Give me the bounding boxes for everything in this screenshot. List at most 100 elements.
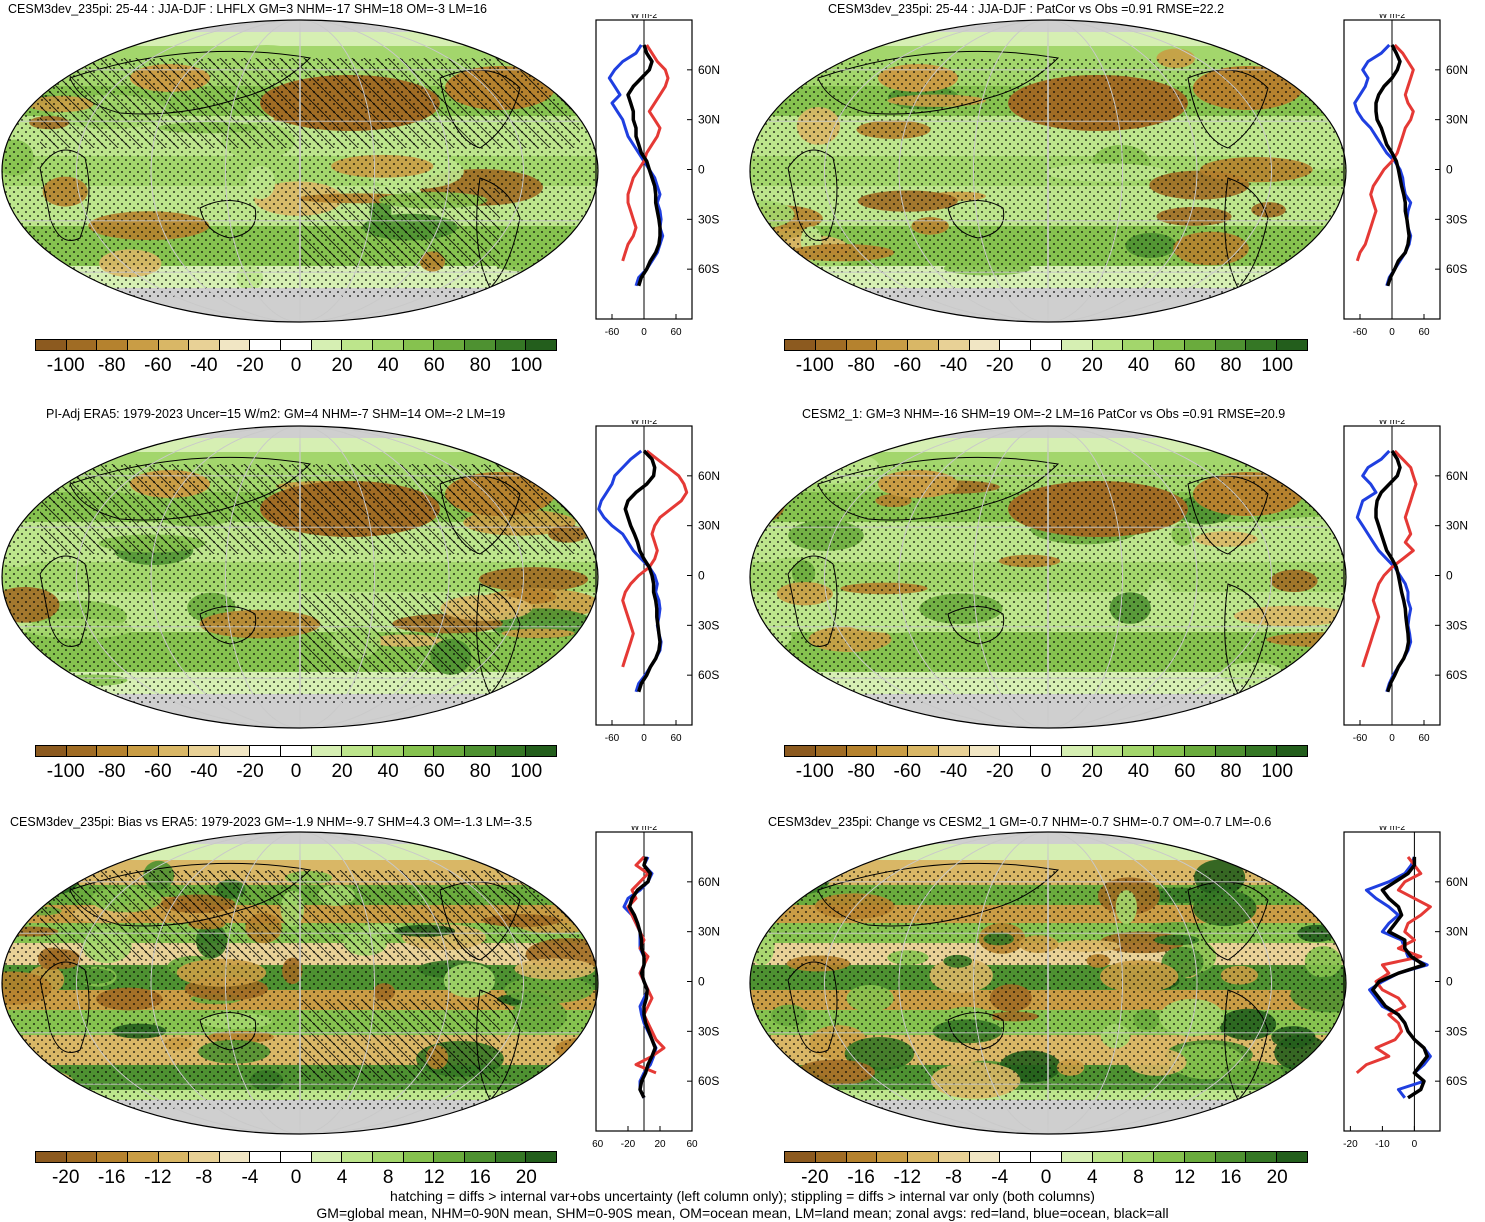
colorbar-tick-label: -4: [991, 1167, 1009, 1188]
zonal-series-ocean: [607, 44, 665, 287]
colorbar-swatch: [815, 340, 847, 350]
colorbar-swatch: [815, 1152, 847, 1162]
colorbar-swatch: [342, 1152, 374, 1162]
zonal-x-tick-label: 60: [686, 1139, 698, 1150]
colorbar-swatch: [36, 746, 67, 756]
zonal-lat-label: 30S: [1446, 618, 1467, 632]
colorbar-swatch: [281, 340, 312, 350]
zonal-series-land: [621, 449, 689, 668]
colorbar-swatch: [969, 1152, 1001, 1162]
panel4-colorbar-labels: -100 -80 -60 -40 -20 0 20 40 60 80 100: [784, 761, 1308, 785]
colorbar-swatch: [1246, 340, 1278, 350]
zonal-x-tick-label: -20: [621, 1139, 636, 1150]
zonal-lat-label: 60N: [1446, 875, 1468, 889]
colorbar-swatch: [938, 746, 970, 756]
colorbar-tick-label: 100: [1261, 355, 1294, 376]
colorbar-swatch: [219, 1152, 251, 1162]
colorbar-tick-label: -100: [46, 761, 85, 782]
colorbar-swatch: [526, 340, 556, 350]
colorbar-swatch: [158, 1152, 190, 1162]
colorbar-swatch: [127, 340, 159, 350]
colorbar-swatch: [1092, 746, 1124, 756]
colorbar-swatch: [189, 1152, 220, 1162]
zonal-unit-label: W m-2: [631, 420, 658, 426]
panel4-title: CESM2_1: GM=3 NHM=-16 SHM=19 OM=-2 LM=16…: [802, 407, 1286, 421]
colorbar-swatch: [1215, 340, 1247, 350]
panel6-map: [748, 830, 1348, 1141]
zonal-x-tick-label: 0: [641, 327, 647, 338]
colorbar-swatch: [1184, 340, 1216, 350]
colorbar-tick-label: 40: [377, 355, 399, 376]
zonal-lat-label: 0: [698, 569, 705, 583]
zonal-lat-label: 30N: [1446, 925, 1468, 939]
zonal-lat-label: 30N: [1446, 519, 1468, 533]
colorbar-tick-label: 20: [1081, 355, 1103, 376]
colorbar-swatch: [1154, 340, 1185, 350]
zonal-series-land: [626, 855, 666, 1075]
colorbar-tick-label: 60: [1174, 355, 1196, 376]
colorbar-swatch: [938, 1152, 970, 1162]
colorbar-swatch: [434, 340, 465, 350]
colorbar-tick-label: -8: [195, 1167, 213, 1188]
zonal-lat-label: 60S: [698, 668, 719, 682]
colorbar-swatch: [1277, 1152, 1308, 1162]
colorbar-tick-label: -100: [46, 355, 85, 376]
zonal-unit-label: W m-2: [1379, 420, 1406, 426]
colorbar-tick-label: 0: [290, 355, 302, 376]
colorbar-swatch: [1000, 340, 1032, 350]
colorbar-tick-label: 0: [290, 1167, 302, 1188]
colorbar-swatch: [464, 746, 496, 756]
zonal-series-land: [1355, 855, 1432, 1075]
colorbar-swatch: [36, 1152, 67, 1162]
zonal-lat-label: 60N: [698, 63, 720, 77]
panel5-zonal-profile: W m-2 60N 30N 0 30S 60S -60 -20 20 60: [589, 822, 732, 1166]
zonal-lat-label: 60N: [1446, 469, 1468, 483]
colorbar-tick-label: 16: [1220, 1167, 1242, 1188]
zonal-x-tick-label: -60: [592, 1139, 604, 1150]
panel5-title: CESM3dev_235pi: Bias vs ERA5: 1979-2023 …: [10, 815, 533, 829]
colorbar-swatch: [969, 340, 1001, 350]
panel5-colorbar: [35, 1151, 557, 1163]
zonal-lat-label: 60S: [1446, 668, 1467, 682]
panel6-colorbar-labels: -20 -16 -12 -8 -4 0 4 8 12 16 20: [784, 1167, 1308, 1191]
colorbar-tick-label: -60: [144, 761, 172, 782]
colorbar-tick-label: 0: [1040, 1167, 1052, 1188]
colorbar-tick-label: 4: [336, 1167, 348, 1188]
zonal-unit-label: W m-2: [1379, 826, 1406, 832]
colorbar-tick-label: -80: [847, 355, 875, 376]
zonal-lat-label: 30N: [698, 113, 720, 127]
colorbar-tick-label: 80: [1220, 355, 1242, 376]
zonal-x-tick-label: -20: [1343, 1139, 1358, 1150]
zonal-x-tick-label: 0: [641, 733, 647, 744]
colorbar-swatch: [189, 340, 220, 350]
colorbar-swatch: [1123, 1152, 1155, 1162]
colorbar-tick-label: 20: [1266, 1167, 1288, 1188]
colorbar-tick-label: -20: [986, 355, 1014, 376]
colorbar-swatch: [36, 340, 67, 350]
colorbar-tick-label: 0: [1040, 761, 1052, 782]
colorbar-swatch: [373, 1152, 404, 1162]
panel2-map: [748, 18, 1348, 329]
colorbar-swatch: [464, 340, 496, 350]
colorbar-swatch: [1123, 340, 1155, 350]
zonal-unit-label: W m-2: [631, 826, 658, 832]
colorbar-tick-label: 0: [290, 761, 302, 782]
zonal-lat-label: 60N: [1446, 63, 1468, 77]
panel2-zonal-profile: W m-2 60N 30N 0 30S 60S -60 0 60: [1340, 10, 1480, 354]
colorbar-swatch: [403, 1152, 435, 1162]
panel6-title: CESM3dev_235pi: Change vs CESM2_1 GM=-0.…: [768, 815, 1272, 829]
panel3-colorbar: [35, 745, 557, 757]
colorbar-tick-label: -12: [144, 1167, 172, 1188]
zonal-lat-label: 0: [1446, 163, 1453, 177]
colorbar-tick-label: 80: [469, 761, 491, 782]
colorbar-tick-label: 0: [1040, 355, 1052, 376]
colorbar-swatch: [403, 340, 435, 350]
colorbar-swatch: [434, 746, 465, 756]
zonal-series-land: [1361, 449, 1418, 668]
colorbar-tick-label: 100: [1261, 761, 1294, 782]
zonal-x-tick-label: -60: [1353, 733, 1368, 744]
zonal-lat-label: 60N: [698, 875, 720, 889]
zonal-lat-label: 60N: [698, 469, 720, 483]
panel2-colorbar: [784, 339, 1308, 351]
colorbar-swatch: [877, 1152, 909, 1162]
